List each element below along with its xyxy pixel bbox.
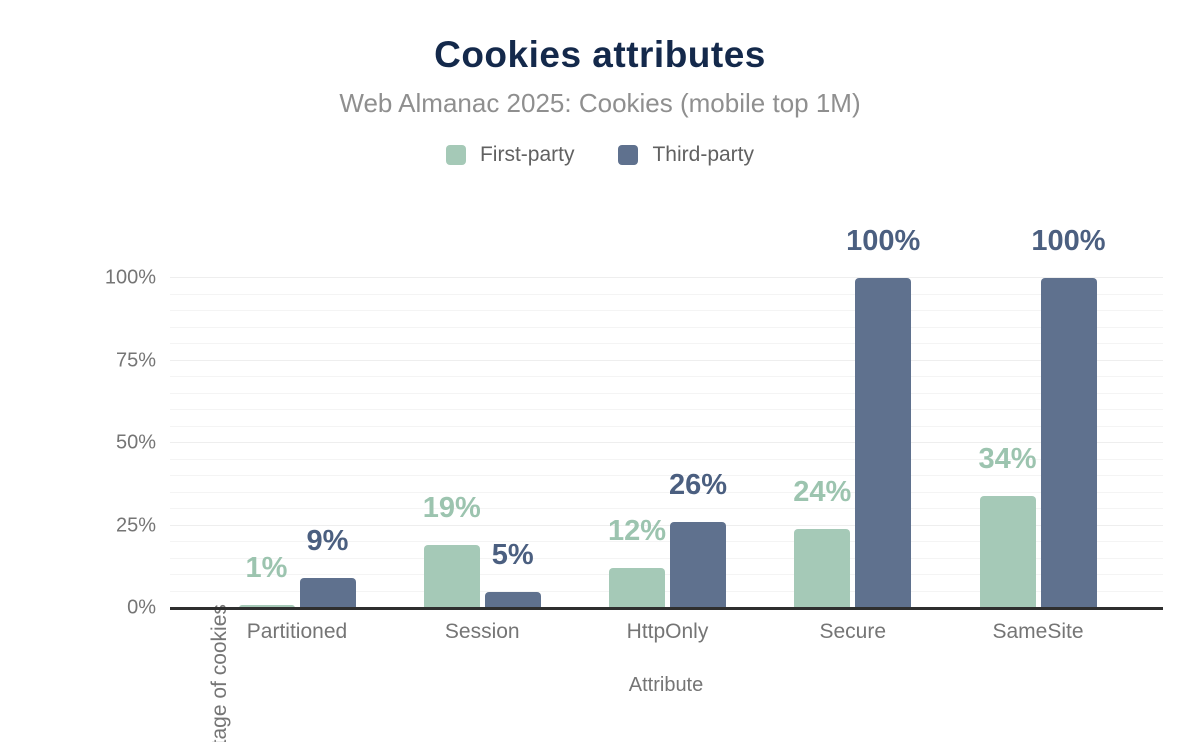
bar-value-label: 1% xyxy=(245,551,288,584)
gridline xyxy=(170,326,1163,328)
gridline xyxy=(170,376,1163,377)
bar-value-label: 9% xyxy=(306,525,349,558)
y-axis-tick-label: 0% xyxy=(127,596,156,619)
bar-value-label: 24% xyxy=(793,475,852,508)
chart-title: Cookies attributes xyxy=(434,34,766,75)
bar-value-label: 26% xyxy=(668,469,728,502)
legend-item-label: Third-party xyxy=(652,143,755,166)
gridline xyxy=(170,491,1163,493)
gridline xyxy=(170,458,1163,460)
gridline xyxy=(170,359,1163,361)
legend-item-third-party[interactable]: Third-party xyxy=(618,143,754,167)
legend-item-label: First-party xyxy=(479,143,575,166)
gridline xyxy=(170,475,1163,476)
bar-value-label: 100% xyxy=(1031,225,1106,257)
bar-third-party: 9% xyxy=(299,527,356,608)
x-axis-tick-label: Secure xyxy=(819,620,887,643)
gridline xyxy=(170,425,1163,427)
x-axis-line xyxy=(170,607,1163,610)
bar-third-party: 100% xyxy=(1031,227,1106,608)
y-axis-tick-label: 100% xyxy=(104,266,156,289)
bar-third-party: 5% xyxy=(484,540,541,608)
bar-value-label: 5% xyxy=(491,538,534,571)
gridline xyxy=(170,392,1163,394)
bar-value-label: 100% xyxy=(846,225,921,257)
legend-item-first-party[interactable]: First-party xyxy=(445,143,575,167)
bar-first-party: 1% xyxy=(238,553,295,608)
x-axis-tick-label: SameSite xyxy=(992,620,1084,643)
bar-first-party: 19% xyxy=(423,494,481,608)
bar-third-party: 100% xyxy=(846,227,920,608)
bar-first-party: 34% xyxy=(978,444,1037,608)
gridline xyxy=(170,524,1163,526)
gridline xyxy=(170,541,1163,542)
y-axis-tick-label: 75% xyxy=(115,349,156,371)
legend-swatch-icon xyxy=(445,145,466,165)
chart-subtitle: Web Almanac 2025: Cookies (mobile top 1M… xyxy=(339,88,861,118)
bar-value-label: 12% xyxy=(607,515,667,548)
bar-third-party: 26% xyxy=(669,471,727,608)
x-axis-tick-label: Partitioned xyxy=(246,620,348,643)
legend-swatch-icon xyxy=(618,145,639,165)
x-axis-tick-label: Session xyxy=(444,620,520,643)
legend: First-party Third-party xyxy=(0,143,1200,167)
y-axis-title: Percentage of cookies xyxy=(208,604,231,742)
plot-area: Percentage of cookies Attribute 0% 25% 50%… xyxy=(105,227,1163,742)
y-axis-tick-label: 25% xyxy=(115,514,156,536)
gridline xyxy=(170,557,1163,559)
gridline xyxy=(170,574,1163,575)
bar-group: 12% 26% xyxy=(608,471,727,608)
gridline xyxy=(170,343,1163,344)
x-axis-tick-label: HttpOnly xyxy=(626,620,709,643)
bar-group: 24% 100% xyxy=(793,227,920,608)
gridline xyxy=(170,310,1163,311)
gridline xyxy=(170,442,1163,443)
bar-first-party: 24% xyxy=(793,477,851,608)
bar-value-label: 19% xyxy=(422,492,481,525)
gridline xyxy=(170,277,1163,278)
gridline xyxy=(170,293,1163,295)
bar-group: 34% 100% xyxy=(978,227,1106,608)
gridline xyxy=(170,590,1163,592)
gridline xyxy=(170,508,1163,509)
bar-group: 1% 9% xyxy=(238,527,356,608)
y-axis-tick-label: 50% xyxy=(115,431,156,454)
bar-value-label: 34% xyxy=(978,442,1037,475)
bar-group: 19% 5% xyxy=(423,494,541,608)
x-axis-title: Attribute xyxy=(628,674,704,696)
bar-first-party: 12% xyxy=(608,517,666,608)
gridline xyxy=(170,409,1163,410)
